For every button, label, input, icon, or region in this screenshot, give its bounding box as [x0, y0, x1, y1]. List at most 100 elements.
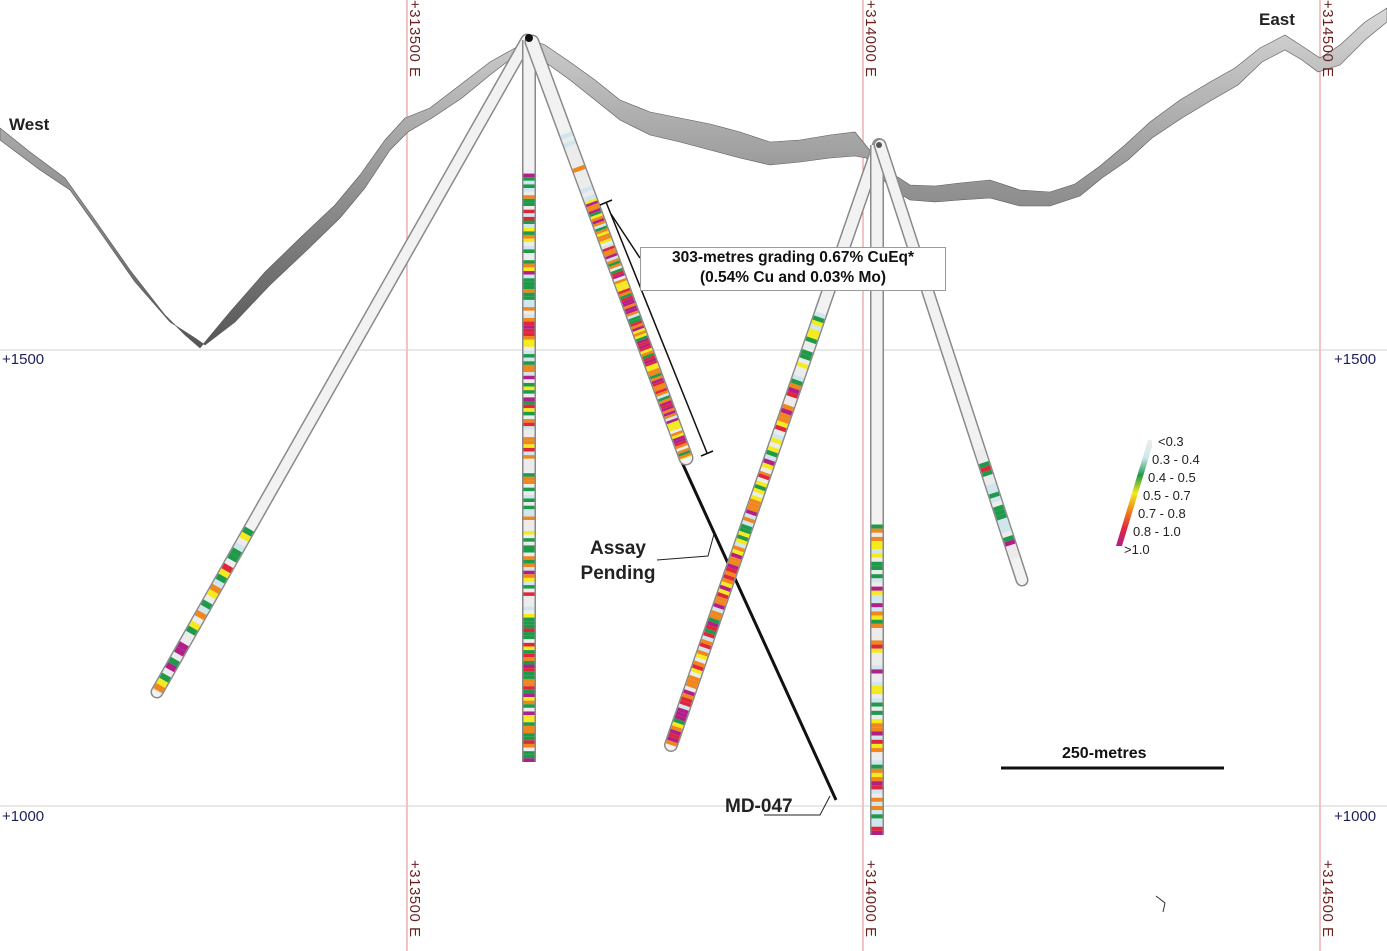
drillhole-east-inclined — [873, 138, 1029, 587]
grade-band — [779, 411, 792, 420]
grade-band — [523, 325, 535, 329]
grade-band — [684, 685, 697, 693]
grade-band — [871, 810, 883, 815]
grade-band — [871, 599, 883, 604]
grade-band — [575, 173, 589, 182]
grade-band — [523, 307, 535, 311]
grade-band — [523, 379, 535, 383]
grade-band — [177, 641, 189, 652]
grade-band — [523, 480, 535, 485]
grade-band — [1008, 552, 1020, 560]
grade-band — [668, 422, 681, 430]
grade-band — [152, 688, 163, 695]
grade-band — [203, 594, 216, 605]
grade-band — [871, 603, 883, 608]
grade-band — [156, 677, 169, 688]
grade-band — [871, 607, 883, 612]
grade-band — [871, 532, 883, 537]
grade-band — [687, 678, 699, 686]
grade-band — [758, 473, 770, 481]
grade-band — [735, 537, 748, 546]
grade-band — [668, 425, 682, 432]
grade-band — [672, 721, 684, 729]
grade-band — [523, 635, 535, 640]
grade-band — [639, 345, 652, 352]
grade-band — [625, 307, 638, 315]
grade-band — [602, 245, 615, 253]
grade-band — [523, 505, 535, 510]
grade-band — [714, 599, 727, 607]
grade-band — [731, 548, 744, 557]
grade-band — [523, 751, 535, 755]
grade-band — [871, 739, 883, 744]
grade-band — [523, 390, 535, 394]
grade-band — [871, 594, 883, 600]
grade-band — [741, 519, 754, 528]
grade-band — [871, 714, 883, 720]
grade-band — [523, 177, 535, 181]
grade-band — [523, 343, 535, 347]
grade-band — [523, 271, 535, 275]
grade-band — [523, 671, 535, 676]
grade-band — [523, 440, 535, 445]
grade-band — [523, 234, 535, 239]
grade-band — [1005, 543, 1017, 552]
grade-band — [597, 232, 611, 240]
grade-band — [194, 609, 207, 621]
grade-band — [587, 205, 600, 213]
grade-band — [523, 382, 535, 387]
grade-band — [212, 578, 225, 589]
grade-band — [523, 722, 535, 726]
grade-band — [805, 336, 818, 345]
grade-band — [523, 642, 535, 647]
grade-band — [786, 390, 799, 399]
easting-label-313500-top: +313500 E — [406, 0, 423, 78]
grade-band — [578, 181, 592, 190]
grade-band — [523, 191, 535, 196]
grade-band — [990, 495, 1002, 504]
grade-band — [715, 595, 728, 603]
grade-band — [871, 661, 883, 666]
grade-band — [523, 624, 535, 629]
grade-band — [669, 728, 682, 737]
grade-band — [871, 590, 883, 595]
grade-band — [871, 669, 883, 674]
grade-band — [583, 193, 597, 203]
grade-band — [523, 372, 535, 376]
grade-band — [523, 404, 535, 409]
grade-band — [871, 673, 883, 678]
grade-band — [670, 725, 683, 733]
grade-band — [680, 696, 693, 704]
grade-band — [871, 764, 883, 769]
grade-band — [242, 526, 254, 537]
grade-band — [661, 405, 674, 412]
grade-band — [978, 460, 990, 469]
grade-band — [871, 611, 883, 616]
grade-band — [871, 806, 883, 811]
grade-band — [802, 344, 815, 353]
topography-surface — [0, 7, 1387, 349]
grade-band — [523, 570, 535, 575]
grade-band — [221, 563, 234, 574]
grade-band — [669, 427, 683, 435]
grade-band — [697, 649, 709, 657]
drillhole-md-047 — [524, 34, 838, 801]
grade-band — [871, 719, 883, 724]
drillhole-west-inclined — [150, 33, 534, 699]
grade-band — [673, 437, 686, 445]
grade-band — [749, 498, 762, 506]
grade-band — [724, 570, 737, 578]
grade-band — [523, 484, 535, 488]
grade-band — [675, 710, 688, 719]
grade-band — [612, 272, 625, 280]
grade-band — [723, 573, 735, 582]
grade-band — [811, 319, 824, 328]
grade-band — [523, 328, 535, 333]
grade-band — [171, 651, 183, 662]
grade-band — [523, 216, 535, 221]
grade-band — [814, 311, 826, 320]
grade-band — [191, 615, 204, 626]
grade-band — [523, 357, 535, 362]
grade-band — [523, 455, 535, 459]
grade-band — [710, 609, 723, 618]
